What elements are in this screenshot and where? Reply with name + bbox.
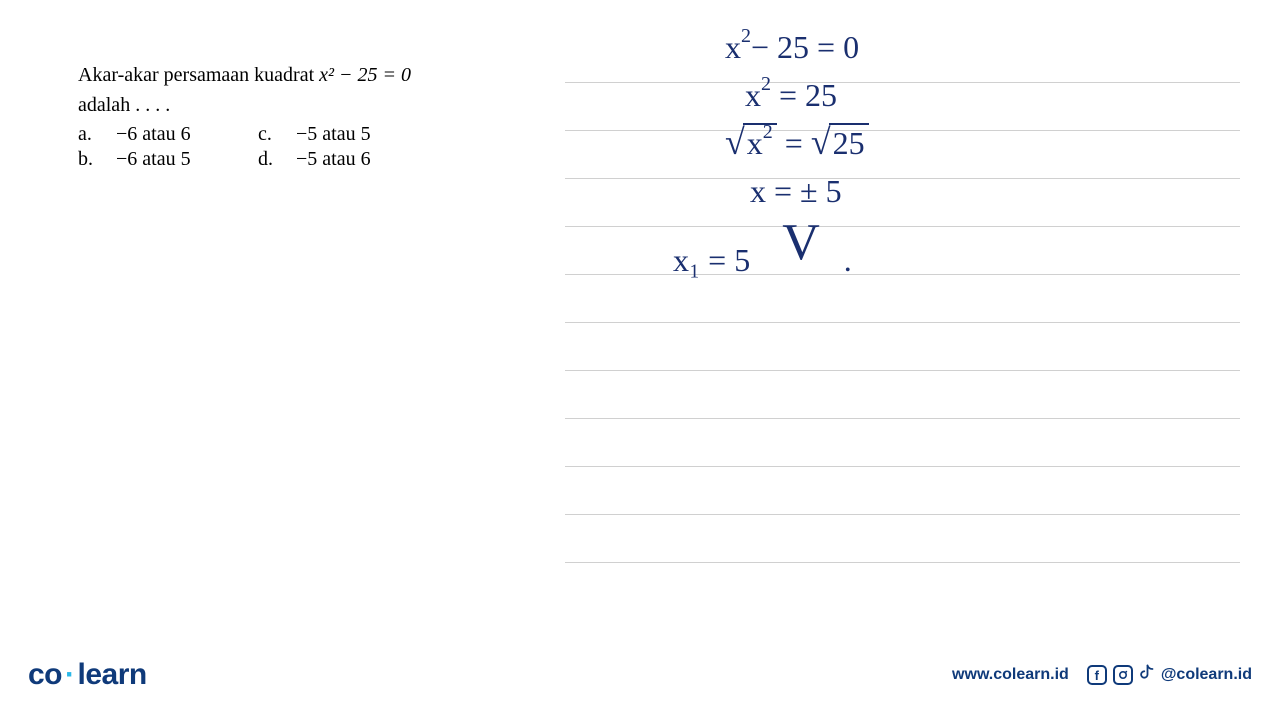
facebook-icon: f xyxy=(1087,665,1107,685)
hw-text: x xyxy=(745,77,761,113)
hw-text: − 25 = 0 xyxy=(751,29,859,65)
logo-dot: · xyxy=(65,658,75,691)
question-line2: adalah . . . . xyxy=(78,94,498,117)
notebook-area: x2− 25 = 0 x2 = 25 √x2 = √25 x = ± 5 x₁ … xyxy=(565,35,1240,611)
option-d: d. −5 atau 6 xyxy=(258,148,438,171)
question-panel: Akar-akar persamaan kuadrat x² − 25 = 0 … xyxy=(78,60,498,171)
option-text: −6 atau 6 xyxy=(116,123,191,146)
notebook-line xyxy=(565,275,1240,323)
option-c: c. −5 atau 5 xyxy=(258,123,438,146)
instagram-icon xyxy=(1113,665,1133,685)
hw-text: V xyxy=(782,214,820,271)
hw-text: 25 xyxy=(829,123,869,162)
logo-text: learn xyxy=(78,658,147,691)
handwriting-step4: x = ± 5 xyxy=(750,173,842,210)
option-b: b. −6 atau 5 xyxy=(78,148,258,171)
notebook-line xyxy=(565,515,1240,563)
tiktok-icon xyxy=(1139,664,1155,687)
notebook-line: x2 = 25 xyxy=(565,83,1240,131)
notebook-line xyxy=(565,467,1240,515)
notebook-line: x2− 25 = 0 xyxy=(565,35,1240,83)
notebook-line: x₁ = 5 V . xyxy=(565,227,1240,275)
option-a: a. −6 atau 6 xyxy=(78,123,258,146)
option-letter: c. xyxy=(258,123,278,146)
hw-text: x₁ = 5 xyxy=(673,242,750,278)
options-grid: a. −6 atau 6 c. −5 atau 5 b. −6 atau 5 d… xyxy=(78,123,498,171)
option-letter: a. xyxy=(78,123,98,146)
option-text: −6 atau 5 xyxy=(116,148,191,171)
hw-text: x xyxy=(725,29,741,65)
notebook-line xyxy=(565,563,1240,611)
hw-exponent: 2 xyxy=(741,25,751,47)
option-letter: b. xyxy=(78,148,98,171)
hw-text: = xyxy=(777,125,811,161)
footer-right: www.colearn.id f @colearn.id xyxy=(952,664,1252,687)
hw-exponent: 2 xyxy=(761,73,771,95)
hw-text: x xyxy=(747,125,763,161)
brand-logo: co·learn xyxy=(28,658,147,692)
option-text: −5 atau 6 xyxy=(296,148,371,171)
notebook-line xyxy=(565,419,1240,467)
social-icons: f @colearn.id xyxy=(1087,664,1252,687)
handwriting-step3: √x2 = √25 xyxy=(725,121,869,163)
hw-exponent: 2 xyxy=(763,121,773,143)
option-text: −5 atau 5 xyxy=(296,123,371,146)
question-prefix: Akar-akar persamaan kuadrat xyxy=(78,64,319,86)
notebook-line xyxy=(565,371,1240,419)
social-handle: @colearn.id xyxy=(1161,666,1252,684)
website-url: www.colearn.id xyxy=(952,666,1069,684)
notebook-line: √x2 = √25 xyxy=(565,131,1240,179)
option-letter: d. xyxy=(258,148,278,171)
handwriting-step2: x2 = 25 xyxy=(745,77,837,114)
handwriting-step1: x2− 25 = 0 xyxy=(725,29,859,66)
question-line1: Akar-akar persamaan kuadrat x² − 25 = 0 xyxy=(78,60,498,90)
logo-text: co xyxy=(28,658,62,691)
footer: co·learn www.colearn.id f @colearn.id xyxy=(28,658,1252,692)
question-equation: x² − 25 = 0 xyxy=(319,64,411,86)
notebook-line: x = ± 5 xyxy=(565,179,1240,227)
notebook-line xyxy=(565,323,1240,371)
hw-text: = 25 xyxy=(771,77,837,113)
